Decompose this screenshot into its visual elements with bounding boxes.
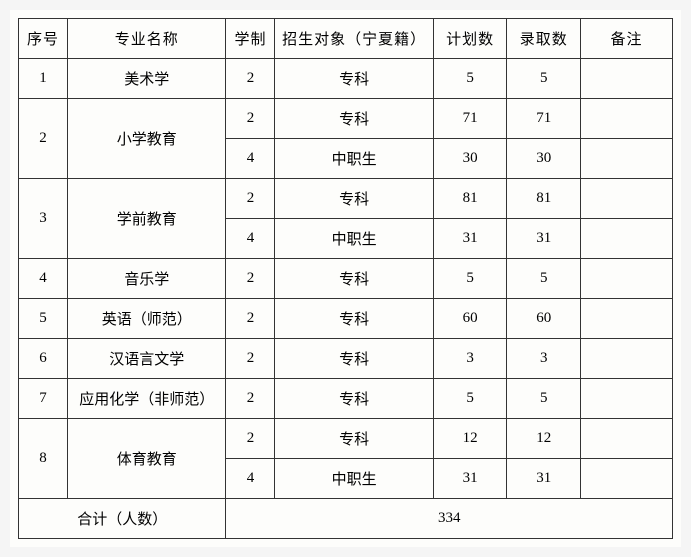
cell-seq: 6 — [19, 339, 68, 379]
cell-target: 专科 — [275, 419, 433, 459]
cell-admit: 71 — [507, 99, 581, 139]
cell-admit: 5 — [507, 59, 581, 99]
cell-target: 中职生 — [275, 139, 433, 179]
cell-plan: 60 — [433, 299, 507, 339]
cell-duration: 2 — [226, 339, 275, 379]
cell-admit: 60 — [507, 299, 581, 339]
cell-duration: 2 — [226, 99, 275, 139]
cell-note — [581, 99, 673, 139]
table-row: 2小学教育2专科7171 — [19, 99, 673, 139]
cell-admit: 5 — [507, 259, 581, 299]
cell-target: 专科 — [275, 99, 433, 139]
cell-plan: 5 — [433, 379, 507, 419]
cell-plan: 31 — [433, 459, 507, 499]
table-row: 6汉语言文学2专科33 — [19, 339, 673, 379]
cell-note — [581, 379, 673, 419]
cell-target: 专科 — [275, 379, 433, 419]
cell-target: 专科 — [275, 179, 433, 219]
table-row: 3学前教育2专科8181 — [19, 179, 673, 219]
cell-major: 应用化学（非师范） — [68, 379, 226, 419]
cell-admit: 81 — [507, 179, 581, 219]
cell-target: 中职生 — [275, 219, 433, 259]
cell-duration: 4 — [226, 139, 275, 179]
cell-target: 专科 — [275, 259, 433, 299]
col-header-note: 备注 — [581, 19, 673, 59]
cell-major: 美术学 — [68, 59, 226, 99]
cell-target: 专科 — [275, 59, 433, 99]
cell-major: 体育教育 — [68, 419, 226, 499]
table-row: 4音乐学2专科55 — [19, 259, 673, 299]
cell-major: 音乐学 — [68, 259, 226, 299]
col-header-plan: 计划数 — [433, 19, 507, 59]
cell-note — [581, 59, 673, 99]
cell-duration: 2 — [226, 299, 275, 339]
cell-seq: 1 — [19, 59, 68, 99]
cell-seq: 7 — [19, 379, 68, 419]
table-row: 8体育教育2专科1212 — [19, 419, 673, 459]
cell-note — [581, 179, 673, 219]
cell-target: 专科 — [275, 299, 433, 339]
cell-seq: 4 — [19, 259, 68, 299]
total-label: 合计（人数） — [19, 499, 226, 539]
cell-admit: 31 — [507, 459, 581, 499]
cell-duration: 2 — [226, 419, 275, 459]
cell-plan: 5 — [433, 259, 507, 299]
table-container: 序号 专业名称 学制 招生对象（宁夏籍） 计划数 录取数 备注 1美术学2专科5… — [10, 10, 681, 547]
cell-admit: 30 — [507, 139, 581, 179]
cell-major: 英语（师范） — [68, 299, 226, 339]
cell-note — [581, 299, 673, 339]
header-row: 序号 专业名称 学制 招生对象（宁夏籍） 计划数 录取数 备注 — [19, 19, 673, 59]
cell-seq: 5 — [19, 299, 68, 339]
cell-duration: 2 — [226, 59, 275, 99]
cell-major: 汉语言文学 — [68, 339, 226, 379]
cell-plan: 31 — [433, 219, 507, 259]
cell-admit: 3 — [507, 339, 581, 379]
table-row: 5英语（师范）2专科6060 — [19, 299, 673, 339]
cell-plan: 81 — [433, 179, 507, 219]
col-header-seq: 序号 — [19, 19, 68, 59]
cell-seq: 8 — [19, 419, 68, 499]
cell-major: 学前教育 — [68, 179, 226, 259]
table-row: 1美术学2专科55 — [19, 59, 673, 99]
total-value: 334 — [226, 499, 673, 539]
total-row: 合计（人数）334 — [19, 499, 673, 539]
cell-duration: 2 — [226, 259, 275, 299]
cell-note — [581, 339, 673, 379]
cell-plan: 5 — [433, 59, 507, 99]
cell-note — [581, 139, 673, 179]
cell-duration: 4 — [226, 459, 275, 499]
cell-admit: 12 — [507, 419, 581, 459]
cell-duration: 2 — [226, 379, 275, 419]
col-header-major: 专业名称 — [68, 19, 226, 59]
cell-note — [581, 459, 673, 499]
cell-target: 专科 — [275, 339, 433, 379]
admission-table: 序号 专业名称 学制 招生对象（宁夏籍） 计划数 录取数 备注 1美术学2专科5… — [18, 18, 673, 539]
cell-plan: 30 — [433, 139, 507, 179]
cell-plan: 71 — [433, 99, 507, 139]
cell-major: 小学教育 — [68, 99, 226, 179]
cell-plan: 3 — [433, 339, 507, 379]
cell-seq: 2 — [19, 99, 68, 179]
cell-admit: 31 — [507, 219, 581, 259]
cell-admit: 5 — [507, 379, 581, 419]
col-header-admit: 录取数 — [507, 19, 581, 59]
col-header-duration: 学制 — [226, 19, 275, 59]
table-row: 7应用化学（非师范）2专科55 — [19, 379, 673, 419]
cell-plan: 12 — [433, 419, 507, 459]
col-header-target: 招生对象（宁夏籍） — [275, 19, 433, 59]
cell-seq: 3 — [19, 179, 68, 259]
cell-note — [581, 419, 673, 459]
cell-note — [581, 259, 673, 299]
cell-duration: 2 — [226, 179, 275, 219]
cell-target: 中职生 — [275, 459, 433, 499]
cell-note — [581, 219, 673, 259]
cell-duration: 4 — [226, 219, 275, 259]
